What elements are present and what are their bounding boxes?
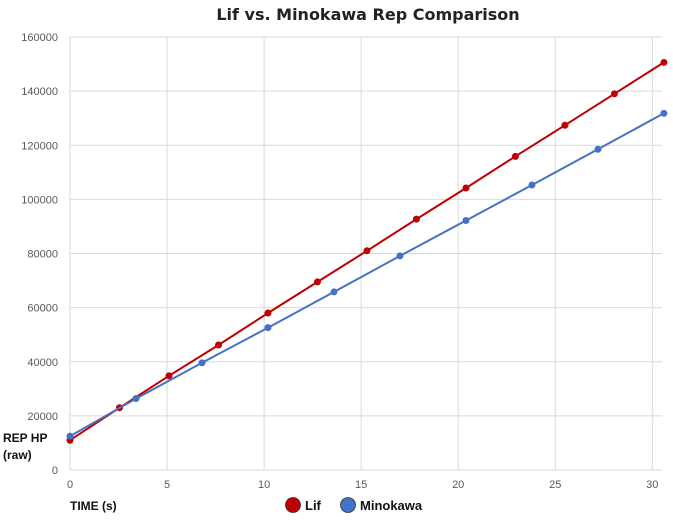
data-point-minokawa bbox=[132, 395, 140, 403]
data-point-minokawa bbox=[660, 109, 668, 117]
series-minokawa bbox=[66, 109, 668, 440]
y-tick-label: 40000 bbox=[27, 357, 58, 369]
x-tick-label: 0 bbox=[67, 479, 73, 491]
series-lif bbox=[66, 58, 668, 444]
legend[interactable]: Lif Minokawa bbox=[285, 497, 423, 514]
data-point-minokawa bbox=[594, 145, 602, 153]
x-tick-label: 30 bbox=[646, 479, 658, 491]
data-point-lif bbox=[462, 184, 470, 192]
y-axis-label-line-1: REP HP bbox=[3, 431, 47, 445]
data-point-lif bbox=[511, 152, 519, 160]
legend-marker-minokawa bbox=[340, 497, 356, 513]
plot-area bbox=[66, 58, 668, 444]
data-point-minokawa bbox=[396, 252, 404, 260]
data-point-minokawa bbox=[528, 181, 536, 189]
x-axis-label: TIME (s) bbox=[70, 499, 117, 513]
y-tick-label: 140000 bbox=[21, 86, 58, 98]
x-tick-label: 10 bbox=[258, 479, 270, 491]
legend-item-lif[interactable]: Lif bbox=[285, 497, 322, 514]
y-tick-label: 120000 bbox=[21, 140, 58, 152]
x-tick-label: 20 bbox=[452, 479, 464, 491]
data-point-lif bbox=[412, 215, 420, 223]
data-point-lif bbox=[660, 58, 668, 66]
data-point-lif bbox=[363, 247, 371, 255]
data-point-lif bbox=[561, 121, 569, 129]
data-point-lif bbox=[264, 309, 272, 317]
data-point-lif bbox=[313, 278, 321, 286]
y-tick-label: 100000 bbox=[21, 194, 58, 206]
data-point-minokawa bbox=[198, 359, 206, 367]
data-point-lif bbox=[214, 341, 222, 349]
data-point-minokawa bbox=[330, 288, 338, 296]
data-point-minokawa bbox=[462, 216, 470, 224]
legend-label-lif: Lif bbox=[305, 498, 322, 513]
y-tick-label: 0 bbox=[52, 465, 58, 477]
y-tick-label: 20000 bbox=[27, 411, 58, 423]
x-tick-label: 25 bbox=[549, 479, 561, 491]
x-tick-label: 15 bbox=[355, 479, 367, 491]
y-tick-label: 60000 bbox=[27, 303, 58, 315]
chart-title: Lif vs. Minokawa Rep Comparison bbox=[216, 5, 519, 24]
data-point-lif bbox=[610, 90, 618, 98]
data-point-minokawa bbox=[264, 324, 272, 332]
y-tick-label: 160000 bbox=[21, 32, 58, 44]
data-point-minokawa bbox=[66, 432, 74, 440]
y-axis-ticks: 0 20000 40000 60000 80000 100000 120000 140000 1… bbox=[21, 32, 58, 477]
x-axis-ticks: 0 5 10 15 20 25 30 bbox=[67, 479, 658, 491]
x-tick-label: 5 bbox=[164, 479, 170, 491]
data-point-lif bbox=[165, 372, 173, 380]
y-tick-label: 80000 bbox=[27, 249, 58, 261]
legend-marker-lif bbox=[285, 497, 301, 513]
series-line-minokawa bbox=[69, 112, 665, 438]
y-axis-label-line-2: (raw) bbox=[3, 448, 32, 462]
legend-label-minokawa: Minokawa bbox=[360, 498, 423, 513]
legend-item-minokawa[interactable]: Minokawa bbox=[340, 497, 423, 514]
